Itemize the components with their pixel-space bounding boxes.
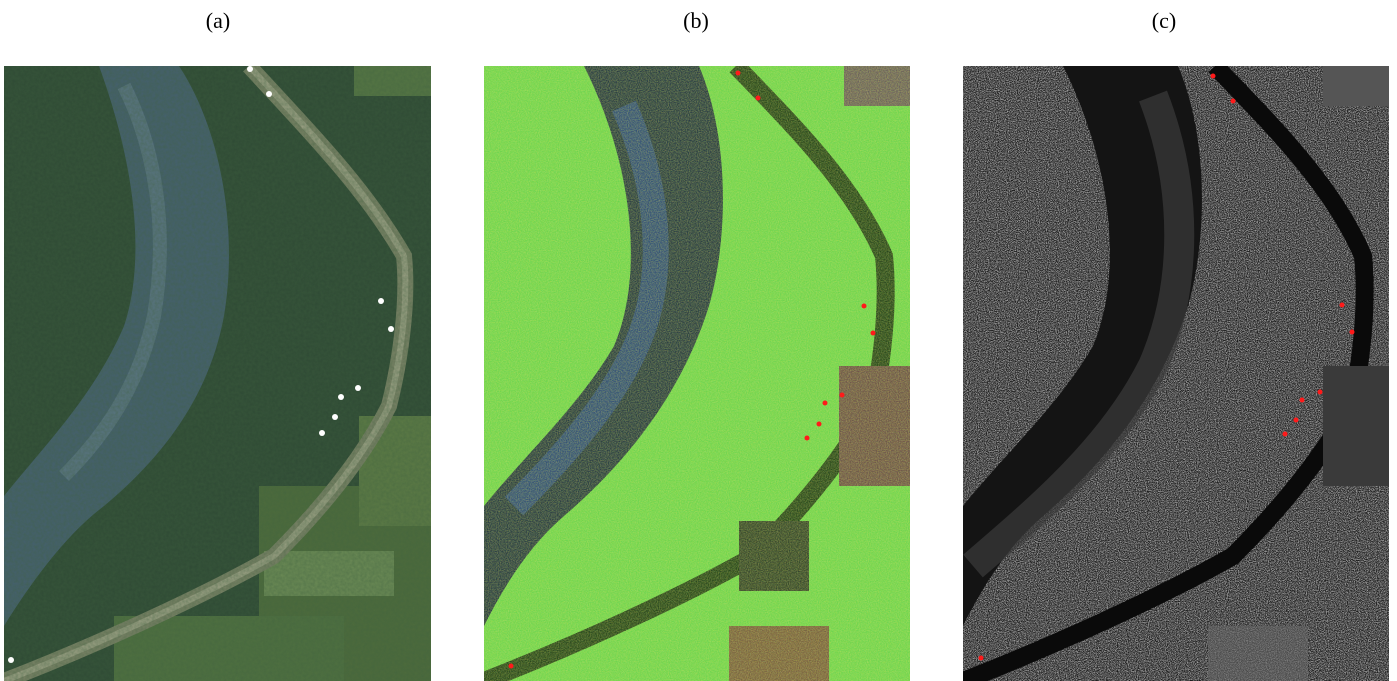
panel-a-label: (a)	[205, 8, 231, 33]
ground-point-markers	[978, 73, 1355, 661]
ground-point-markers	[8, 66, 394, 663]
panel-a-image	[4, 66, 431, 681]
panel-b-image	[484, 66, 910, 681]
panel-c-label: (c)	[1151, 8, 1177, 33]
aerial-photo	[4, 66, 431, 681]
ground-point-markers	[508, 70, 876, 669]
false-color-radar	[484, 66, 910, 681]
panel-b-label: (b)	[683, 8, 709, 33]
panel-c-image	[963, 66, 1389, 681]
grayscale-radar	[963, 66, 1389, 681]
